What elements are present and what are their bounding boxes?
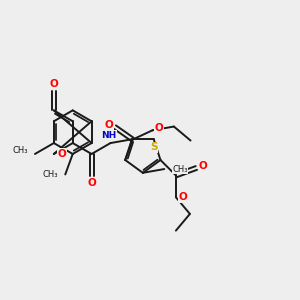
Text: O: O [87,178,96,188]
Text: O: O [104,120,113,130]
Text: O: O [50,79,58,89]
Text: NH: NH [101,130,116,140]
Text: O: O [57,149,66,159]
Text: S: S [150,142,158,152]
Text: CH₃: CH₃ [43,170,58,179]
Text: O: O [178,192,187,202]
Text: O: O [155,123,164,133]
Text: CH₃: CH₃ [172,164,188,173]
Text: O: O [199,161,208,171]
Text: CH₃: CH₃ [13,146,28,155]
